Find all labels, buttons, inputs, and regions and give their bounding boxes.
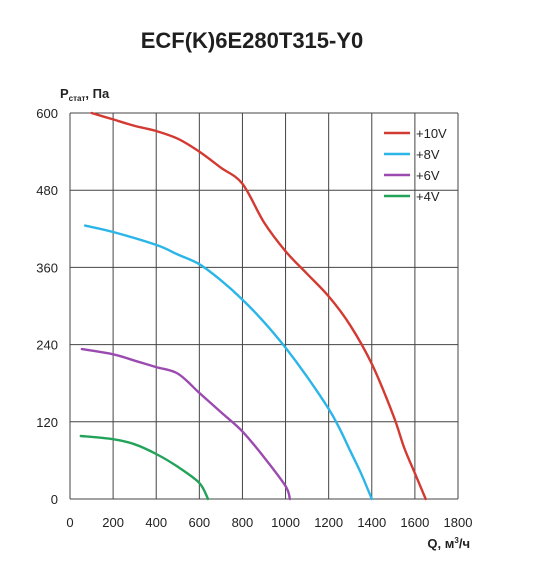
x-tick-label: 600 xyxy=(188,515,210,530)
legend-label: +8V xyxy=(416,147,440,162)
x-tick-label: 1800 xyxy=(444,515,473,530)
y-axis-label-sub: стат xyxy=(69,94,86,103)
grid xyxy=(69,112,459,500)
tick-labels: 0 200 400 600 800 1000 1200 1400 1600 1800 0 120 240… xyxy=(36,106,472,530)
legend: +10V +8V +6V +4V xyxy=(384,126,447,204)
x-tick-label: 0 xyxy=(66,515,73,530)
x-axis-label-unit: /ч xyxy=(459,536,470,551)
y-tick-label: 0 xyxy=(51,492,58,507)
legend-label: +4V xyxy=(416,189,440,204)
y-axis-label-unit: , Па xyxy=(85,86,110,101)
y-tick-label: 240 xyxy=(36,338,58,353)
x-tick-label: 400 xyxy=(145,515,167,530)
y-tick-label: 480 xyxy=(36,183,58,198)
y-tick-label: 600 xyxy=(36,106,58,121)
x-axis-label: Q, м3/ч xyxy=(427,536,470,551)
series-lines xyxy=(79,111,427,501)
y-tick-label: 120 xyxy=(36,415,58,430)
series-line xyxy=(90,111,427,501)
x-axis-label-main: Q, м xyxy=(427,536,454,551)
x-tick-label: 800 xyxy=(232,515,254,530)
x-tick-label: 1600 xyxy=(400,515,429,530)
x-tick-label: 1400 xyxy=(357,515,386,530)
series-line xyxy=(80,347,292,501)
series-line xyxy=(79,434,210,501)
series-line xyxy=(83,224,373,501)
x-tick-label: 1200 xyxy=(314,515,343,530)
legend-label: +6V xyxy=(416,168,440,183)
y-tick-label: 360 xyxy=(36,260,58,275)
y-axis-label: Pстат, Па xyxy=(60,86,110,103)
chart-title: ECF(K)6E280T315-Y0 xyxy=(141,28,364,53)
y-axis-label-main: P xyxy=(60,86,69,101)
x-axis-label-sup: 3 xyxy=(454,536,459,545)
x-tick-label: 1000 xyxy=(271,515,300,530)
x-tick-label: 200 xyxy=(102,515,124,530)
legend-label: +10V xyxy=(416,126,447,141)
